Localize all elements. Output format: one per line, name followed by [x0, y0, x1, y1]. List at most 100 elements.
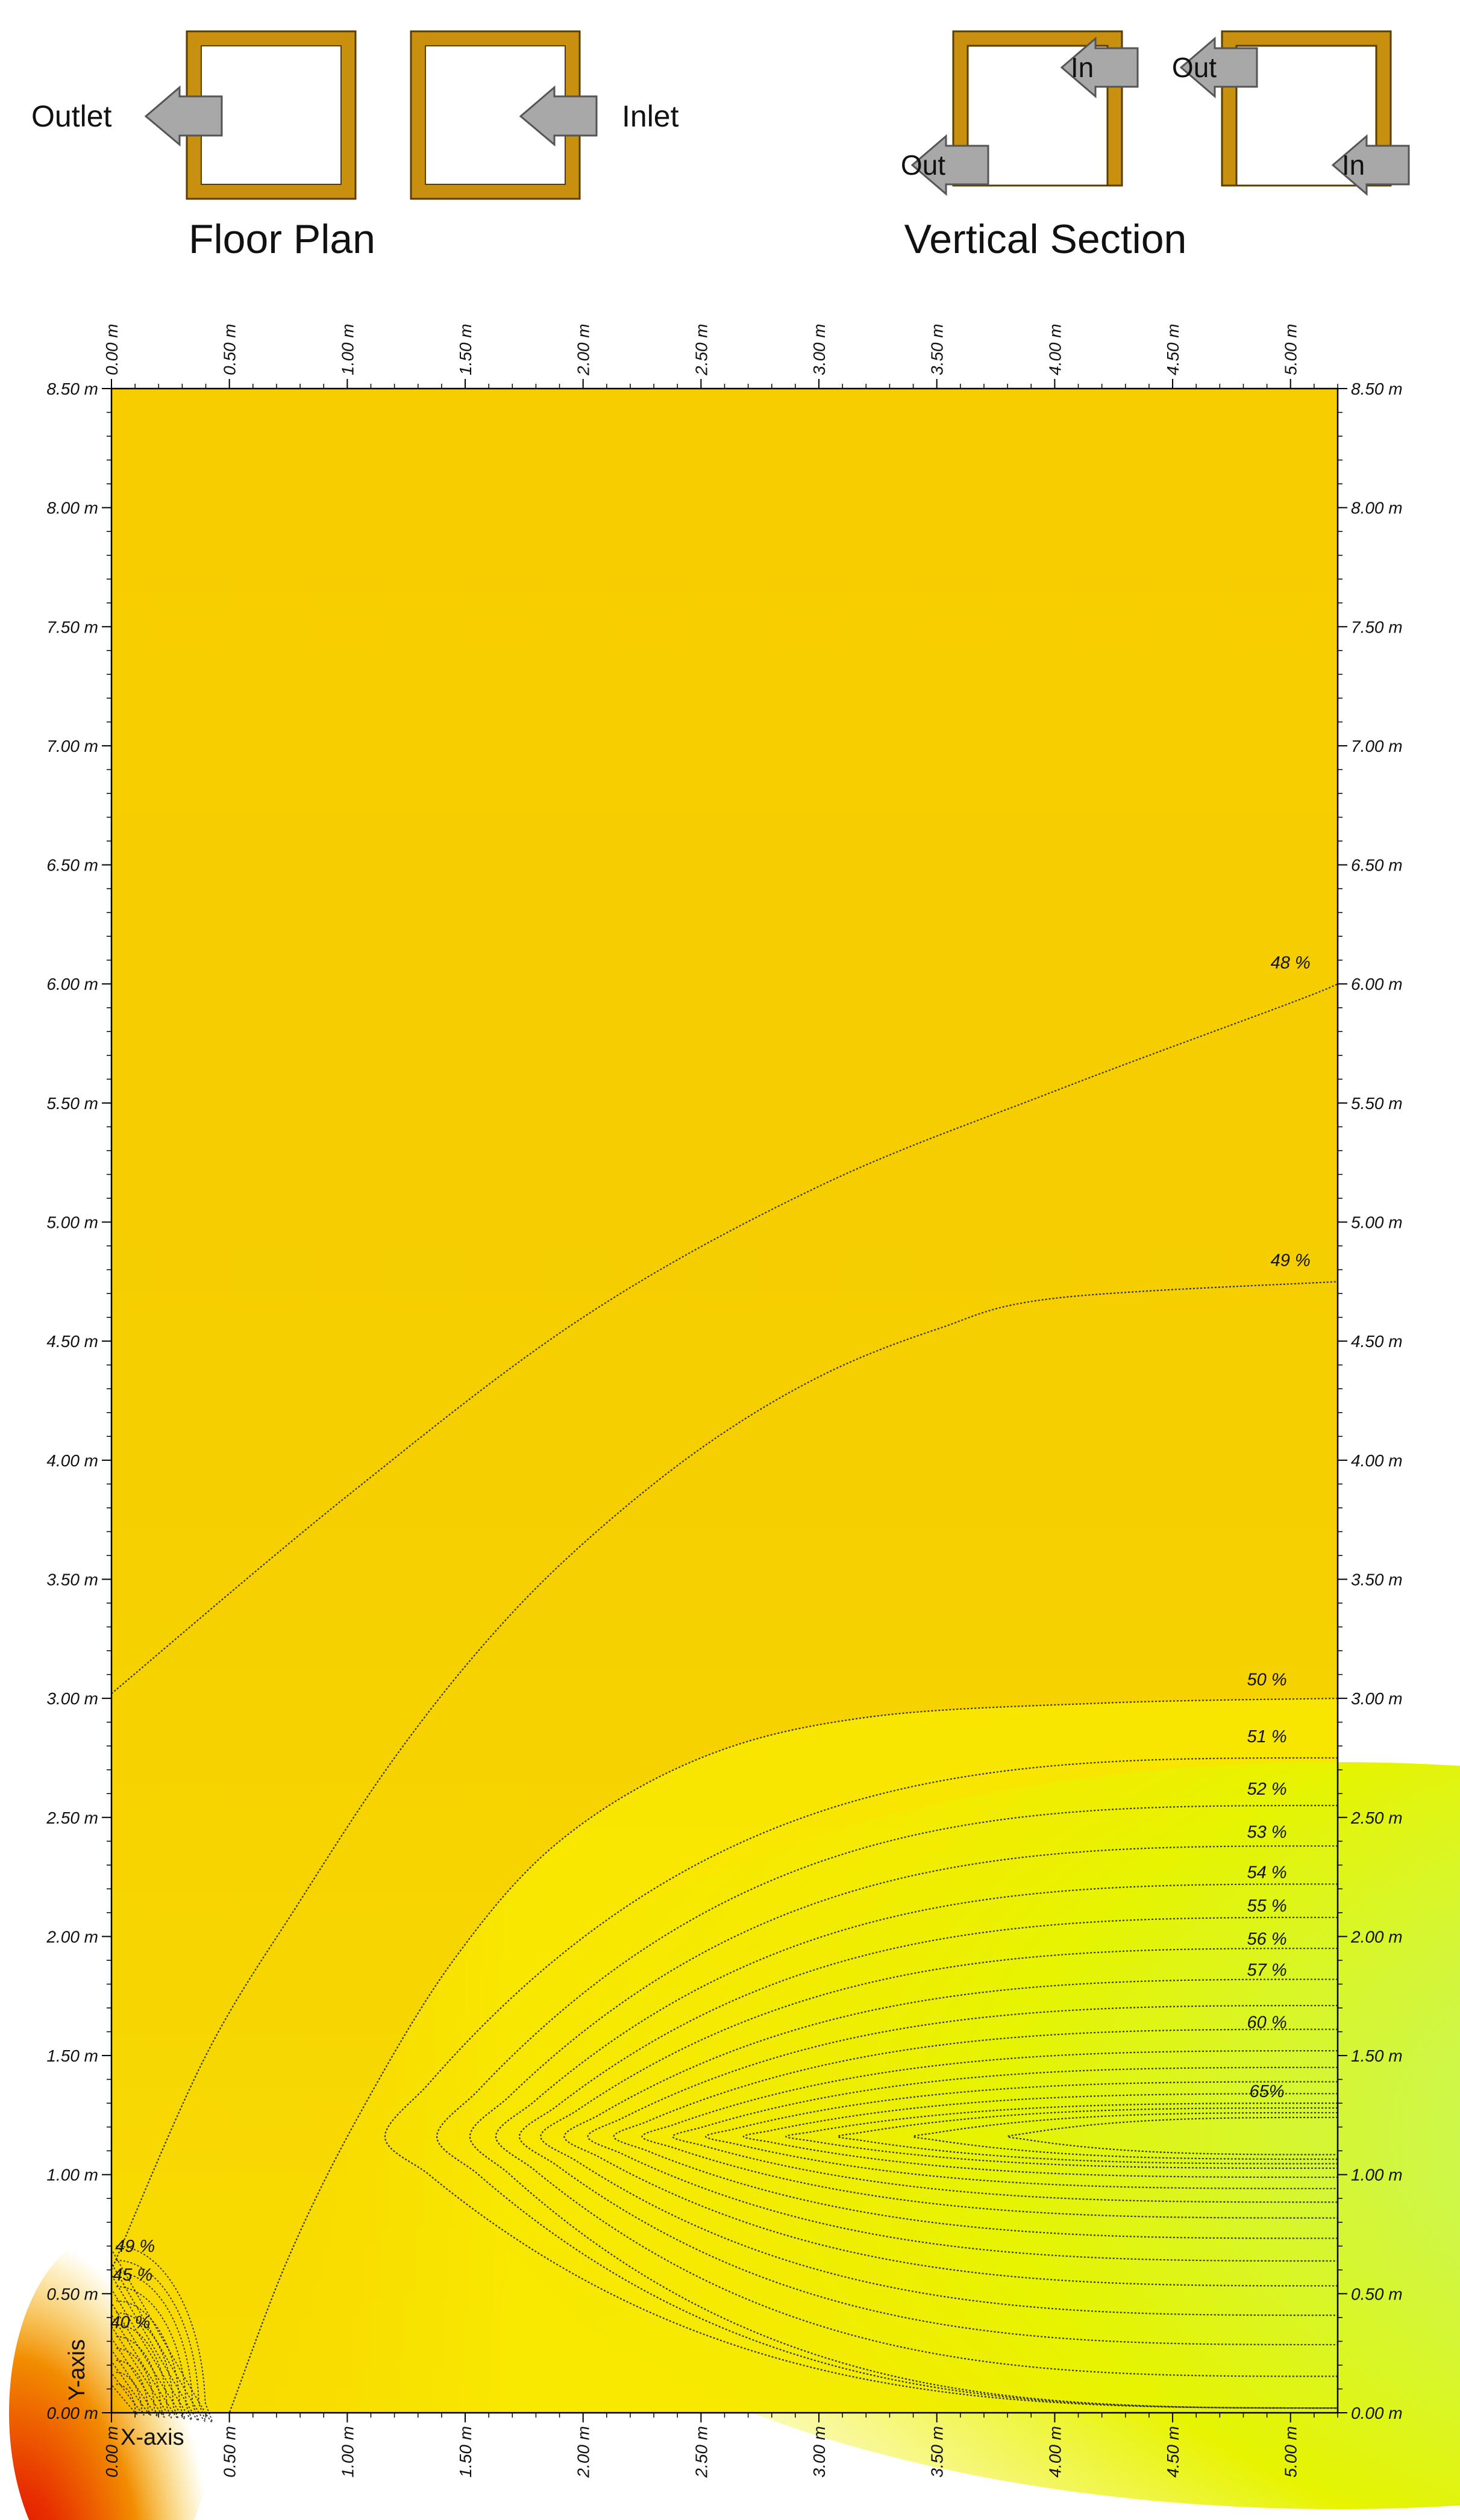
y-tick-label-left: 4.00 m [46, 1451, 98, 1470]
section-left-out-arrow-icon [910, 134, 989, 196]
section-left-out-tag: Out [901, 149, 945, 181]
y-tick-label-right: 5.00 m [1351, 1213, 1403, 1232]
isoline [742, 2093, 1338, 2178]
x-tick-label-bottom: 1.00 m [338, 2426, 357, 2478]
isoline [518, 1916, 1338, 2346]
y-tick-label-left: 6.50 m [46, 856, 98, 875]
x-tick-label-bottom: 0.00 m [102, 2426, 121, 2478]
section-left-in-arrow-icon [1060, 36, 1139, 99]
y-axis-label: Y-axis [64, 2339, 90, 2401]
isoline [436, 1804, 1338, 2409]
isoline [540, 1948, 1338, 2316]
x-tick-label-bottom: 4.00 m [1045, 2426, 1064, 2478]
y-tick-label-left: 3.50 m [46, 1570, 98, 1589]
x-tick-label-top: 4.00 m [1045, 324, 1064, 375]
y-tick-label-left: 1.00 m [46, 2166, 98, 2184]
isoline [587, 2004, 1338, 2262]
y-tick-label-right: 0.50 m [1351, 2284, 1403, 2303]
y-tick-label-left: 1.50 m [46, 2046, 98, 2065]
section-left-box: In Out [901, 30, 1139, 196]
y-tick-label-left: 7.50 m [46, 617, 98, 636]
y-tick-label-right: 0.00 m [1351, 2404, 1403, 2422]
x-tick-label-top: 5.00 m [1282, 324, 1300, 375]
x-tick-label-top: 3.50 m [928, 324, 947, 375]
x-tick-label-top: 2.00 m [574, 324, 593, 376]
isoline-label: 49 % [115, 2237, 155, 2256]
isoline [111, 2245, 213, 2423]
isoline [111, 2286, 193, 2421]
y-tick-label-right: 6.00 m [1351, 975, 1403, 993]
y-tick-label-left: 0.00 m [46, 2404, 98, 2422]
x-tick-label-bottom: 2.00 m [574, 2426, 593, 2478]
x-tick-label-top: 3.00 m [810, 324, 829, 375]
x-tick-label-bottom: 4.50 m [1164, 2426, 1182, 2478]
section-right-in-tag: In [1342, 149, 1365, 181]
y-tick-label-right: 4.50 m [1351, 1332, 1403, 1351]
isoline-label: 60 % [1247, 2013, 1287, 2033]
outlet-label: Outlet [31, 99, 112, 133]
isoline [641, 2050, 1338, 2219]
isoline-label: 54 % [1247, 1863, 1287, 1882]
floor-plan-inlet-box [410, 30, 598, 200]
x-axis-label: X-axis [121, 2425, 184, 2450]
y-tick-label-left: 4.50 m [46, 1332, 98, 1351]
isoline [613, 2028, 1338, 2239]
x-tick-label-bottom: 2.50 m [692, 2426, 710, 2478]
isoline-label: 65% [1250, 2082, 1285, 2101]
y-tick-label-left: 2.50 m [46, 1809, 98, 1827]
isoline [111, 2348, 158, 2417]
isoline [705, 2081, 1338, 2189]
section-right-box: Out In [1172, 30, 1410, 196]
y-tick-label-left: 3.00 m [46, 1689, 98, 1708]
isoline [110, 1281, 1338, 2271]
y-tick-label-right: 7.50 m [1351, 617, 1403, 636]
y-tick-label-left: 8.50 m [46, 380, 98, 398]
isoline [495, 1883, 1338, 2377]
y-tick-label-left: 7.00 m [46, 737, 98, 755]
isoline-labels-layer: 48 % 49 % 50 % 51 % 52 % 53 % 54 % 55 % 56 % 57 %… [110, 953, 1311, 2332]
y-tick-label-right: 5.50 m [1351, 1094, 1403, 1113]
y-tick-label-right: 3.50 m [1351, 1570, 1403, 1589]
isolines-layer [110, 983, 1338, 2423]
isoline [111, 2371, 145, 2416]
y-tick-label-right: 1.50 m [1351, 2046, 1403, 2065]
x-tick-label-bottom: 3.50 m [928, 2426, 947, 2478]
y-tick-label-right: 1.00 m [1351, 2166, 1403, 2184]
section-right-out-tag: Out [1172, 52, 1217, 83]
x-tick-label-top: 1.00 m [338, 324, 357, 375]
isoline [111, 2260, 206, 2422]
isoline [563, 1978, 1338, 2287]
y-tick-label-right: 3.00 m [1351, 1689, 1403, 1708]
floor-plan-outlet-box [144, 30, 357, 200]
x-tick-label-bottom: 0.50 m [221, 2426, 239, 2478]
y-tick-label-right: 7.00 m [1351, 737, 1403, 755]
y-tick-label-left: 6.00 m [46, 975, 98, 993]
isoline-label: 56 % [1247, 1930, 1287, 1949]
x-tick-label-top: 1.50 m [456, 324, 475, 375]
vertical-section-title: Vertical Section [904, 216, 1187, 262]
isoline [111, 2324, 172, 2419]
inlet-label: Inlet [622, 99, 679, 133]
outlet-arrow-icon [144, 85, 223, 147]
isoline [384, 1757, 1338, 2409]
axes-layer: 0.00 m0.00 m0.50 m0.50 m1.00 m1.00 m1.50… [46, 324, 1402, 2478]
isoline-label: 45 % [113, 2266, 152, 2285]
isoline [785, 2103, 1338, 2169]
y-tick-label-right: 6.50 m [1351, 856, 1403, 875]
plot-area: 48 % 49 % 50 % 51 % 52 % 53 % 54 % 55 % 56 % 57 %… [9, 387, 1460, 2520]
x-tick-label-bottom: 3.00 m [810, 2426, 829, 2478]
isoline-label: 50 % [1247, 1670, 1287, 1689]
isoline [111, 2271, 199, 2422]
x-tick-label-top: 2.50 m [692, 324, 710, 376]
y-tick-label-left: 5.00 m [46, 1213, 98, 1232]
y-tick-label-left: 0.50 m [46, 2284, 98, 2303]
isoline-label: 57 % [1247, 1961, 1287, 1980]
x-tick-label-top: 0.50 m [221, 324, 239, 375]
isoline [469, 1845, 1338, 2409]
y-tick-label-right: 8.50 m [1351, 380, 1403, 398]
isoline [111, 2336, 165, 2418]
y-tick-label-right: 4.00 m [1351, 1451, 1403, 1470]
section-right-out-arrow-icon [1179, 36, 1258, 99]
isoline [111, 2300, 186, 2420]
